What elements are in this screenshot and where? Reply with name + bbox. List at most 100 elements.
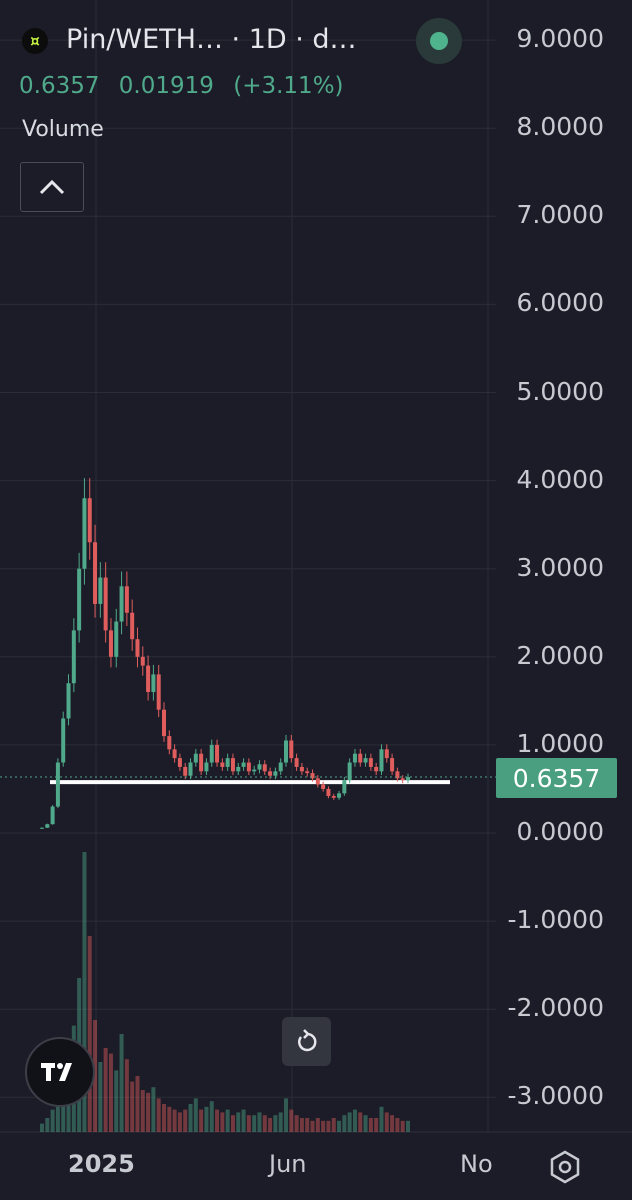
volume-bar: [374, 1118, 379, 1132]
volume-bar: [215, 1109, 220, 1132]
candle-body: [273, 771, 278, 776]
volume-bar: [331, 1118, 336, 1132]
candle-body: [299, 766, 304, 772]
candle-body: [71, 630, 76, 684]
volume-bar: [119, 1034, 124, 1132]
x-tick-label: 2025: [68, 1150, 135, 1178]
volume-bar: [236, 1112, 241, 1132]
volume-bar: [390, 1115, 395, 1132]
candle-body: [342, 780, 347, 794]
volume-bar: [252, 1115, 257, 1132]
y-tick-label: 2.0000: [516, 640, 604, 670]
volume-bar: [273, 1115, 278, 1132]
candle-body: [130, 612, 135, 640]
candle-body: [225, 758, 230, 767]
candle-body: [289, 740, 294, 759]
candle-body: [236, 766, 241, 772]
volume-bar: [225, 1109, 230, 1132]
settings-icon[interactable]: [548, 1150, 582, 1184]
y-tick-label: 9.0000: [516, 24, 604, 54]
volume-bar: [135, 1076, 140, 1132]
candle-body: [310, 773, 315, 779]
price-change: 0.01919: [118, 73, 214, 99]
volume-bar: [98, 1062, 103, 1132]
candle-body: [352, 753, 357, 763]
candle-body: [374, 766, 379, 772]
volume-bar: [209, 1101, 214, 1132]
candle-body: [45, 824, 50, 828]
candle-body: [268, 771, 273, 776]
chevron-up-icon: [39, 179, 65, 195]
volume-bar: [183, 1109, 188, 1132]
volume-bar: [278, 1112, 283, 1132]
candle-body: [368, 758, 373, 767]
candle-body: [199, 753, 204, 772]
volume-bar: [103, 1048, 108, 1132]
y-tick-label: 7.0000: [516, 200, 604, 230]
status-dot-icon[interactable]: [416, 18, 462, 64]
candle-body: [151, 674, 156, 693]
volume-bar: [50, 1109, 55, 1132]
volume-bar: [342, 1115, 347, 1132]
volume-bar: [289, 1109, 294, 1132]
volume-bar: [310, 1120, 315, 1132]
tradingview-logo-icon[interactable]: [25, 1037, 95, 1107]
volume-bar: [114, 1070, 119, 1132]
candle-body: [230, 758, 235, 772]
candle-body: [331, 795, 336, 798]
candle-body: [177, 758, 182, 767]
volume-bar: [151, 1087, 156, 1132]
reset-view-icon: [297, 1028, 316, 1051]
volume-bar: [199, 1109, 204, 1132]
volume-bar: [384, 1112, 389, 1132]
candle-body: [40, 827, 44, 829]
volume-bar: [220, 1112, 225, 1132]
candle-body: [390, 758, 395, 772]
reset-view-button[interactable]: [282, 1017, 331, 1066]
x-tick-label: No: [460, 1150, 493, 1178]
volume-label: Volume: [22, 117, 104, 142]
volume-bar: [406, 1120, 410, 1132]
candle-body: [315, 778, 320, 785]
candle-body: [146, 665, 151, 693]
candle-body: [252, 769, 257, 772]
volume-bar: [246, 1115, 251, 1132]
candle-body: [379, 749, 384, 772]
volume-bar: [368, 1118, 373, 1132]
y-tick-label: -1.0000: [507, 905, 605, 935]
candle-body: [55, 762, 60, 807]
y-tick-label: 5.0000: [516, 376, 604, 406]
candle-body: [162, 709, 166, 737]
volume-bar: [352, 1109, 357, 1132]
candle-body: [246, 762, 251, 772]
symbol-title[interactable]: Pin/WETH… · 1D · d…: [66, 24, 357, 55]
candle-body: [172, 749, 177, 759]
y-tick-label: -3.0000: [507, 1081, 605, 1111]
collapse-button[interactable]: [20, 162, 84, 212]
volume-bar: [124, 1059, 129, 1132]
candle-body: [188, 762, 193, 776]
candle-body: [358, 753, 363, 763]
volume-bar: [177, 1112, 182, 1132]
volume-bar: [204, 1106, 209, 1132]
last-price-tag: 0.6357: [496, 758, 617, 798]
volume-bar: [326, 1120, 331, 1132]
volume-bar: [45, 1118, 50, 1132]
volume-bar: [87, 936, 92, 1132]
candle-body: [140, 656, 145, 666]
y-tick-label: 8.0000: [516, 112, 604, 142]
volume-bar: [188, 1104, 193, 1132]
volume-bar: [268, 1118, 273, 1132]
candle-body: [395, 771, 400, 779]
chart-header: ¤ Pin/WETH… · 1D · d… 0.6357 0.01919 (+3…: [0, 0, 632, 212]
candle-body: [98, 577, 103, 604]
price-change-pct: (+3.11%): [233, 73, 344, 99]
candle-body: [326, 788, 331, 796]
candle-body: [220, 762, 225, 767]
x-tick-label: Jun: [269, 1150, 307, 1178]
volume-bar: [299, 1118, 304, 1132]
candle-body: [257, 764, 262, 770]
candle-body: [384, 749, 389, 759]
candle-body: [241, 762, 246, 767]
